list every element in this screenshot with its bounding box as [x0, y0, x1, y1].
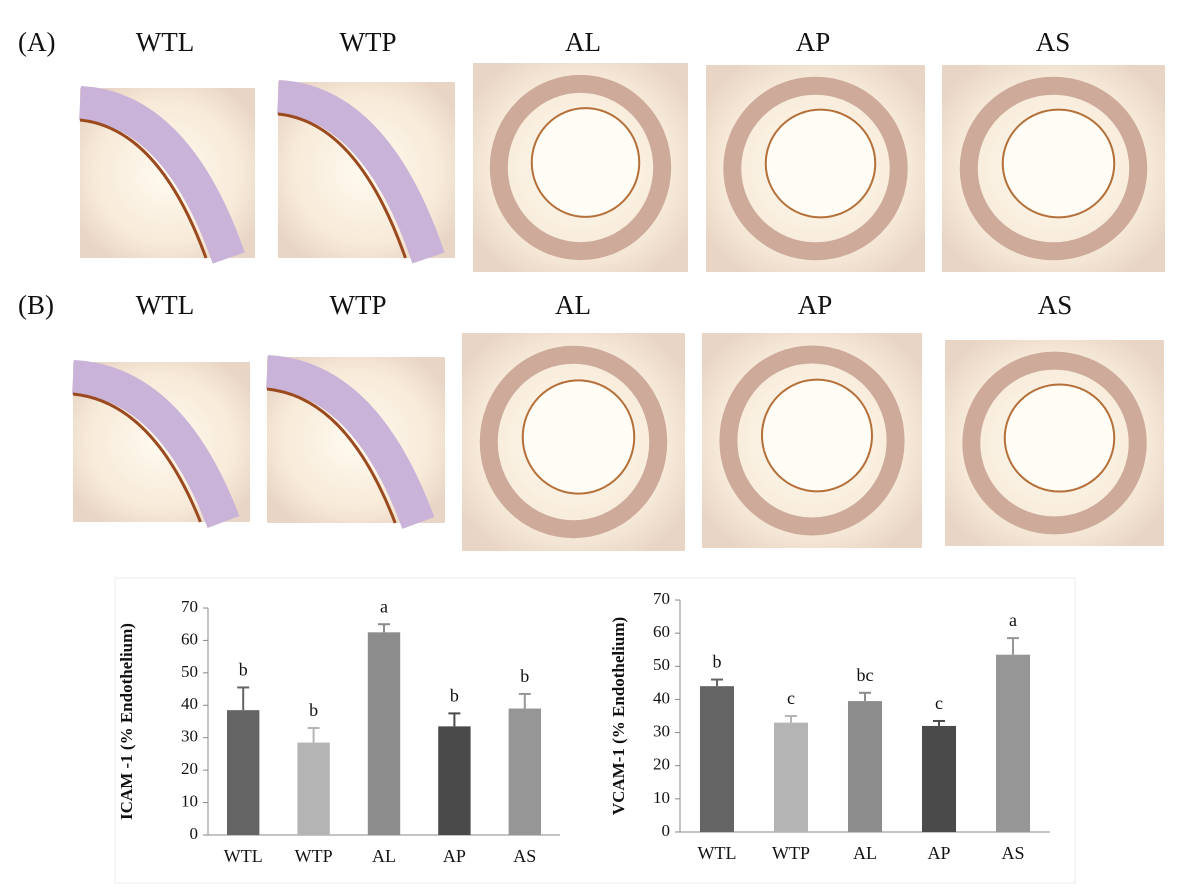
- significance-letter: c: [935, 693, 943, 713]
- vessel-ring: [959, 76, 1148, 261]
- x-tick-label: WTP: [772, 843, 810, 863]
- x-tick-label: WTL: [698, 843, 737, 863]
- bar: [847, 701, 883, 832]
- y-tick-label: 70: [653, 589, 670, 608]
- endothelium: [277, 112, 407, 259]
- image-caption: AL: [565, 27, 601, 57]
- panel-label: (A): [18, 27, 55, 57]
- lumen: [521, 379, 636, 495]
- vessel-wall: [78, 86, 245, 264]
- x-tick-label: AL: [372, 846, 396, 866]
- bar: [297, 742, 330, 835]
- y-tick-label: 0: [662, 821, 671, 840]
- y-tick-label: 30: [181, 727, 198, 746]
- significance-letter: a: [380, 596, 388, 616]
- y-tick-label: 30: [653, 721, 670, 740]
- vessel-ring: [479, 345, 668, 539]
- vessel-ring: [489, 74, 672, 261]
- bar: [367, 632, 401, 835]
- image-caption: WTL: [136, 290, 194, 320]
- lumen: [1003, 383, 1116, 493]
- y-tick-label: 0: [190, 824, 199, 843]
- lumen: [761, 378, 873, 493]
- vessel-ring: [962, 351, 1147, 535]
- y-tick-label: 20: [653, 755, 670, 774]
- chart-frame: [114, 577, 1076, 884]
- image-caption: AL: [555, 290, 591, 320]
- y-tick-label: 60: [181, 629, 198, 648]
- vessel-wall: [71, 360, 240, 529]
- bar: [773, 722, 809, 832]
- significance-letter: bc: [857, 665, 874, 685]
- vessel-ring: [723, 76, 908, 261]
- significance-letter: b: [450, 686, 459, 706]
- image-caption: AS: [1036, 27, 1071, 57]
- y-tick-label: 70: [181, 597, 198, 616]
- vessel-wall: [265, 355, 435, 529]
- vessel-ring: [719, 345, 905, 536]
- significance-letter: b: [239, 660, 248, 680]
- x-tick-label: AP: [927, 843, 950, 863]
- bar: [508, 708, 541, 835]
- y-tick-label: 50: [181, 662, 198, 681]
- lumen: [1001, 108, 1116, 219]
- significance-letter: b: [309, 700, 318, 720]
- x-tick-label: WTL: [224, 846, 263, 866]
- y-tick-label: 50: [653, 655, 670, 674]
- endothelium: [79, 118, 208, 259]
- lumen: [764, 108, 877, 219]
- y-tick-label: 60: [653, 622, 670, 641]
- significance-letter: a: [1009, 610, 1017, 630]
- endothelium: [266, 387, 397, 524]
- y-axis-title: ICAM -1 (% Endothelium): [117, 623, 136, 820]
- image-caption: AP: [796, 27, 831, 57]
- image-caption: WTP: [330, 290, 387, 320]
- panel-label: (B): [18, 290, 54, 320]
- y-tick-label: 40: [181, 694, 198, 713]
- vessel-wall: [276, 80, 445, 264]
- bar: [438, 726, 471, 835]
- image-caption: WTP: [340, 27, 397, 57]
- image-caption: AS: [1038, 290, 1073, 320]
- y-tick-label: 10: [653, 788, 670, 807]
- x-tick-label: AS: [1001, 843, 1024, 863]
- endothelium: [72, 392, 202, 523]
- significance-letter: c: [787, 688, 795, 708]
- significance-letter: b: [520, 666, 529, 686]
- significance-letter: b: [713, 652, 722, 672]
- image-caption: AP: [798, 290, 833, 320]
- x-tick-label: AS: [513, 846, 536, 866]
- x-tick-label: WTP: [295, 846, 333, 866]
- bar: [995, 654, 1031, 832]
- y-axis-title: VCAM-1 (% Endothelium): [609, 617, 628, 815]
- bar: [227, 710, 260, 835]
- image-caption: WTL: [136, 27, 194, 57]
- y-tick-label: 20: [181, 759, 198, 778]
- x-tick-label: AP: [443, 846, 466, 866]
- bar: [699, 686, 735, 832]
- lumen: [530, 107, 641, 218]
- bar: [921, 725, 957, 832]
- x-tick-label: AL: [853, 843, 877, 863]
- y-tick-label: 40: [653, 688, 670, 707]
- y-tick-label: 10: [181, 791, 198, 810]
